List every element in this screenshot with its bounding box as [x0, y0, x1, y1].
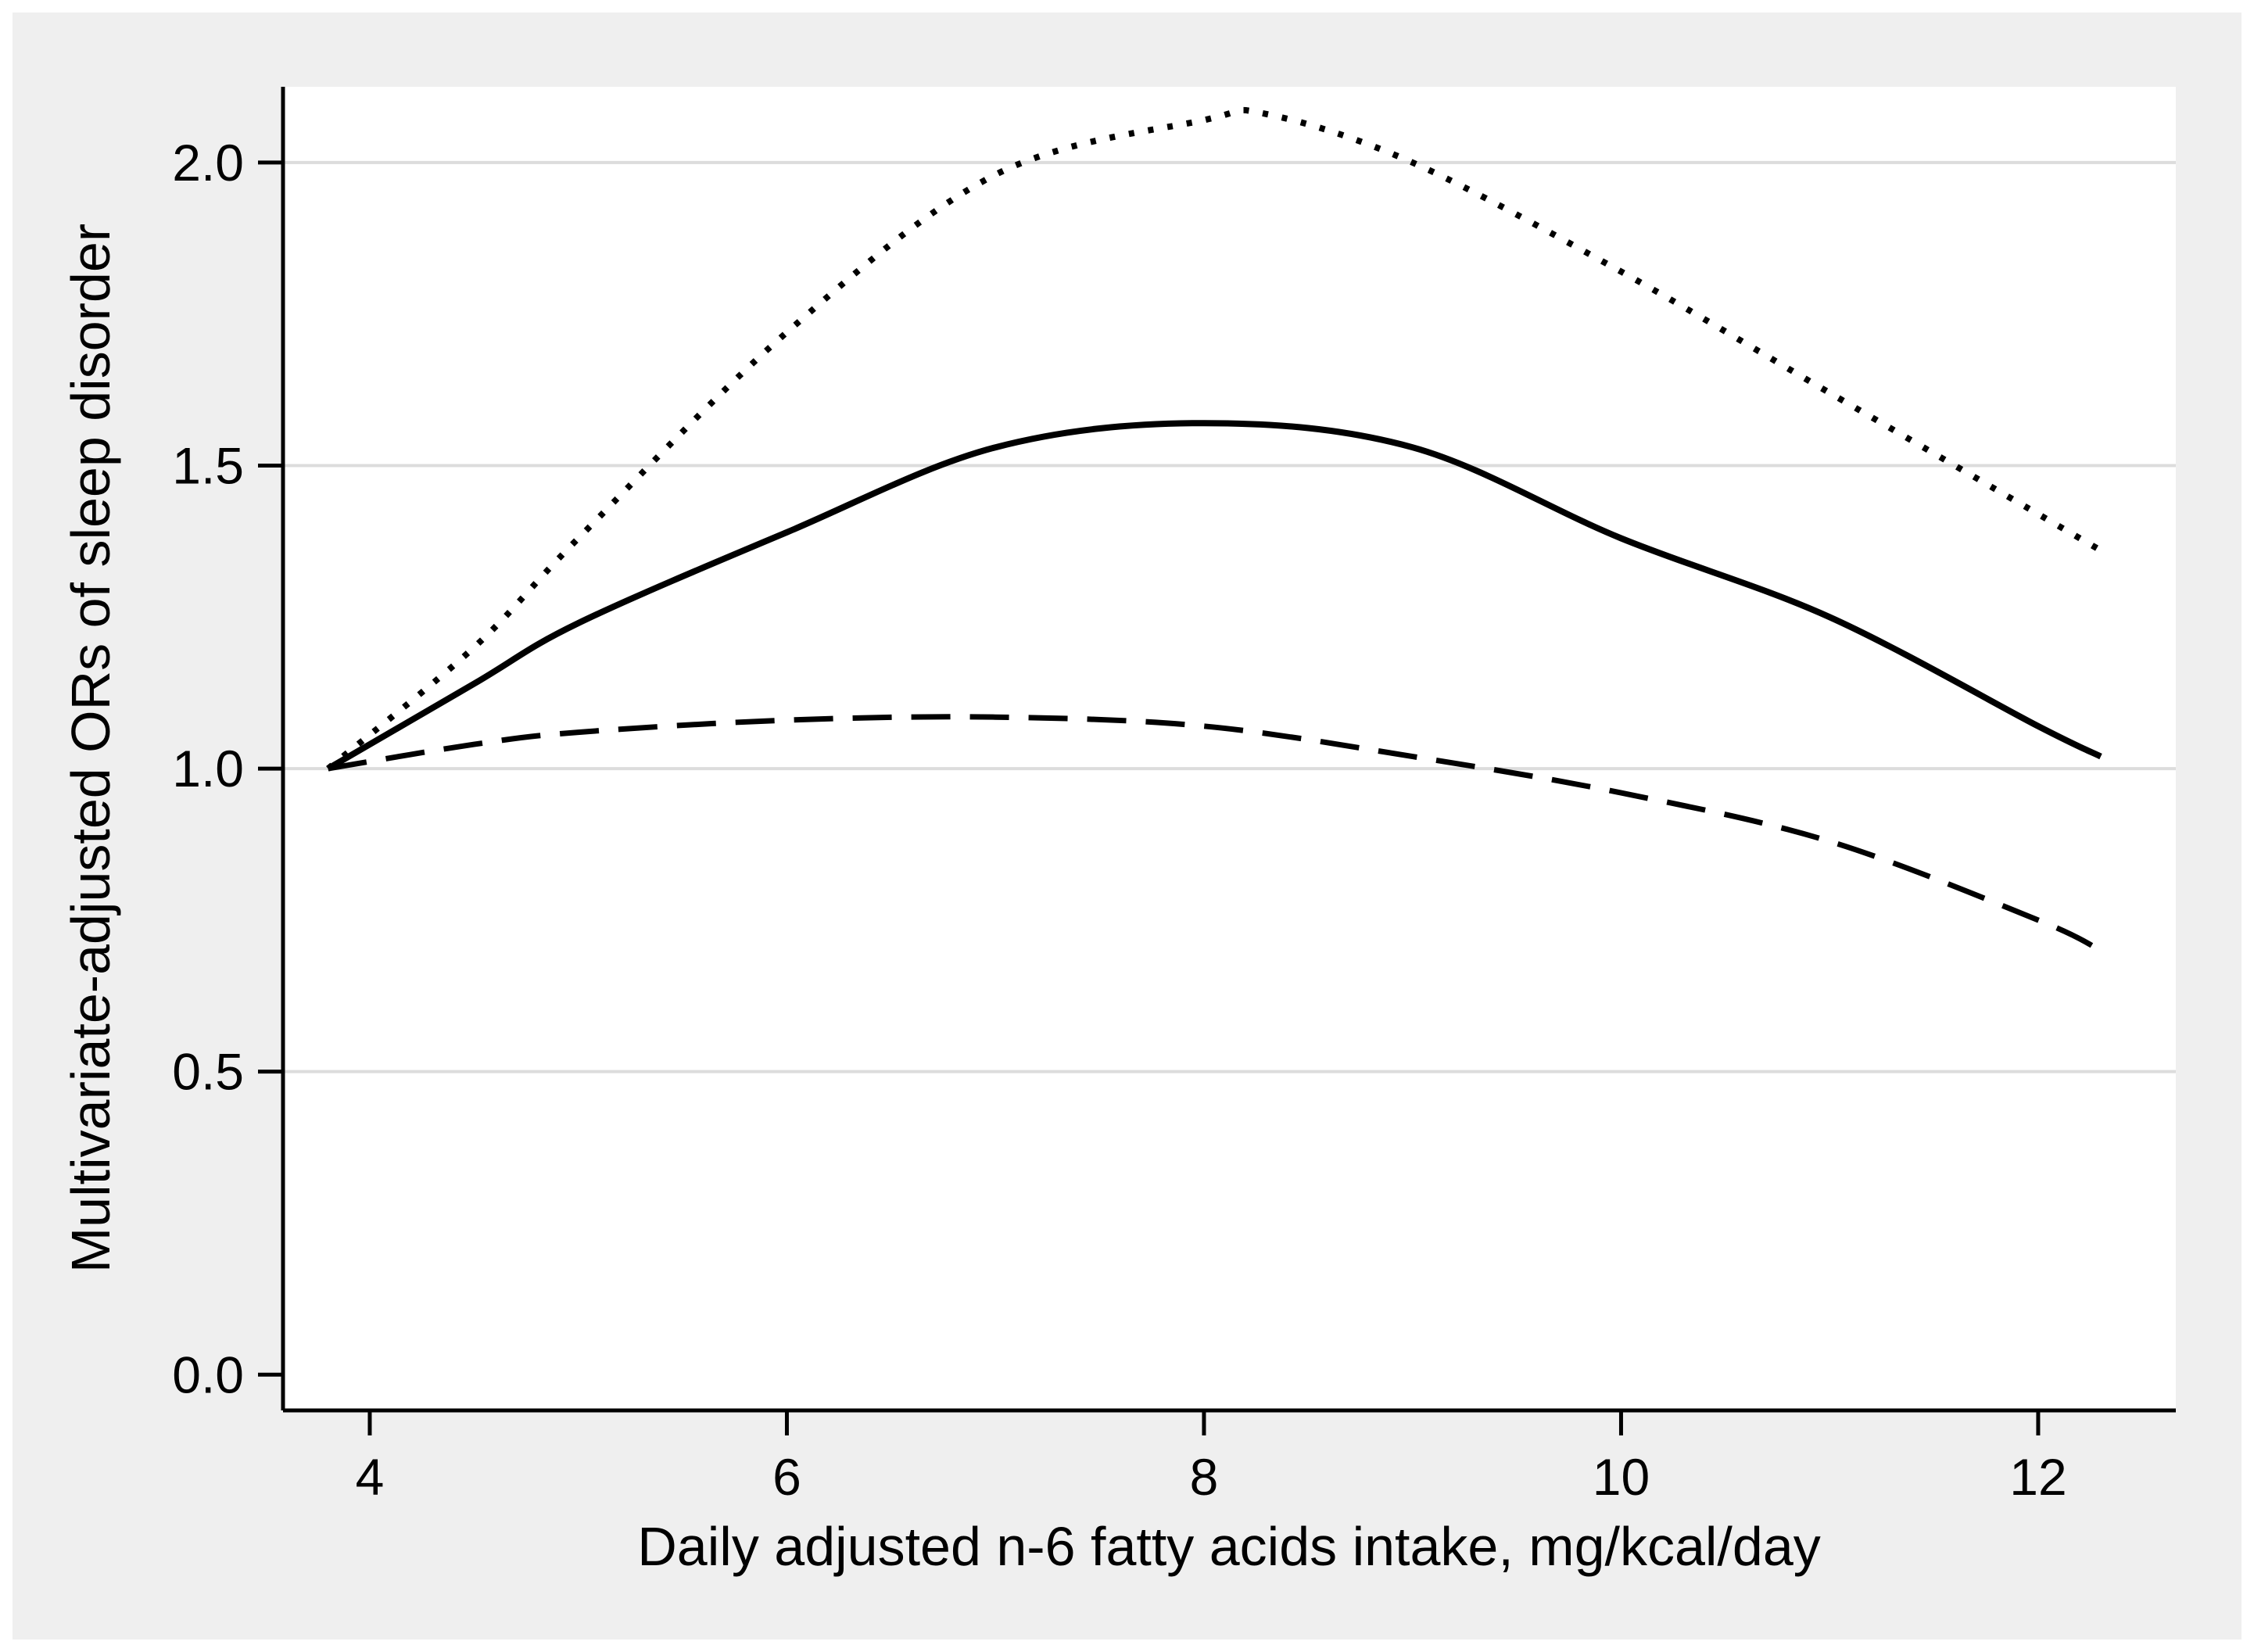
curve-solid [326, 420, 2102, 772]
y-tick-label: 0.5 [172, 1043, 244, 1101]
curve-dashed [328, 714, 2102, 953]
gridlines [283, 160, 2176, 1073]
y-tick-label: 2.0 [172, 134, 244, 192]
axis-tick-labels: 0.0 0.5 1.0 1.5 2.0 4 6 8 10 12 [172, 134, 2066, 1506]
y-tick-label: 0.0 [172, 1346, 244, 1403]
y-tick-label: 1.0 [172, 740, 244, 797]
x-tick-label: 4 [356, 1448, 385, 1506]
axis-ticks [258, 160, 2041, 1435]
x-tick-label: 12 [2009, 1448, 2066, 1506]
x-tick-label: 6 [772, 1448, 801, 1506]
y-tick-label: 1.5 [172, 436, 244, 494]
x-tick-label: 10 [1593, 1448, 1650, 1506]
curve-dotted [326, 106, 2102, 772]
curves [326, 106, 2102, 953]
x-axis-title: Daily adjusted n-6 fatty acids intake, m… [637, 1516, 1821, 1577]
plot-area [283, 87, 2176, 1410]
x-tick-label: 8 [1190, 1448, 1219, 1506]
y-axis-title: Multivariate-adjusted ORs of sleep disor… [60, 224, 121, 1273]
